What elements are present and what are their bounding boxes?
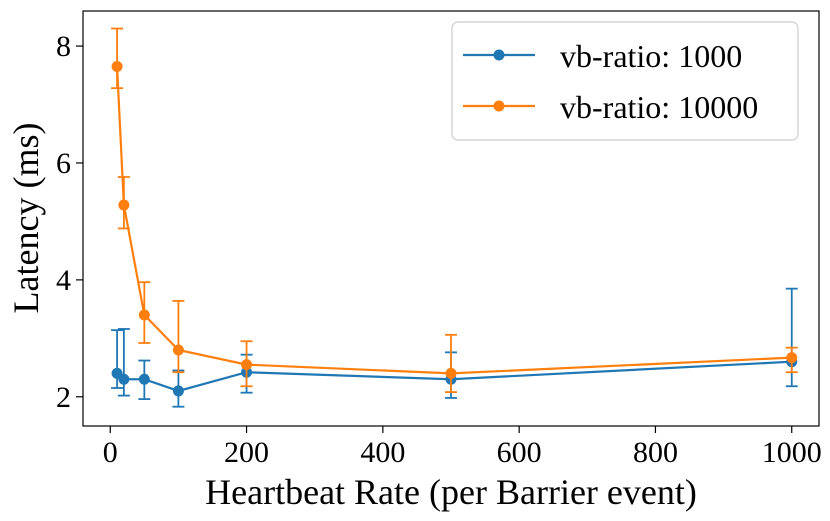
data-point <box>118 373 130 385</box>
x-tick-label: 800 <box>633 436 678 469</box>
legend-swatch-marker-series-1 <box>493 100 505 112</box>
axes-ticks: 0 200 400 600 800 1000 2 4 6 8 <box>56 30 822 469</box>
data-point <box>241 359 253 371</box>
x-tick-label: 1000 <box>762 436 822 469</box>
x-tick-label: 0 <box>103 436 118 469</box>
data-point <box>138 309 150 321</box>
data-point <box>172 385 184 397</box>
y-axis-label: Latency (ms) <box>6 123 46 314</box>
legend: vb-ratio: 1000 vb-ratio: 10000 <box>451 21 799 141</box>
legend-swatch-marker-series-0 <box>493 49 505 61</box>
x-axis-label: Heartbeat Rate (per Barrier event) <box>205 472 697 512</box>
x-tick-label: 400 <box>360 436 405 469</box>
plot-frame <box>82 10 820 427</box>
data-point <box>445 367 457 379</box>
plot-area <box>111 27 798 408</box>
data-point <box>786 352 798 364</box>
y-tick-label: 2 <box>56 381 71 414</box>
x-tick-label: 200 <box>224 436 269 469</box>
legend-label-series-1: vb-ratio: 10000 <box>560 89 758 125</box>
data-point <box>111 61 123 73</box>
legend-label-series-0: vb-ratio: 1000 <box>560 38 742 74</box>
series-0 <box>111 287 798 408</box>
data-point <box>138 373 150 385</box>
x-tick-label: 600 <box>497 436 542 469</box>
y-tick-label: 6 <box>56 147 71 180</box>
series-1 <box>111 27 798 393</box>
data-point <box>118 199 130 211</box>
y-tick-label: 4 <box>56 264 71 297</box>
data-point <box>172 344 184 356</box>
y-tick-label: 8 <box>56 30 71 63</box>
legend-box <box>451 21 799 141</box>
